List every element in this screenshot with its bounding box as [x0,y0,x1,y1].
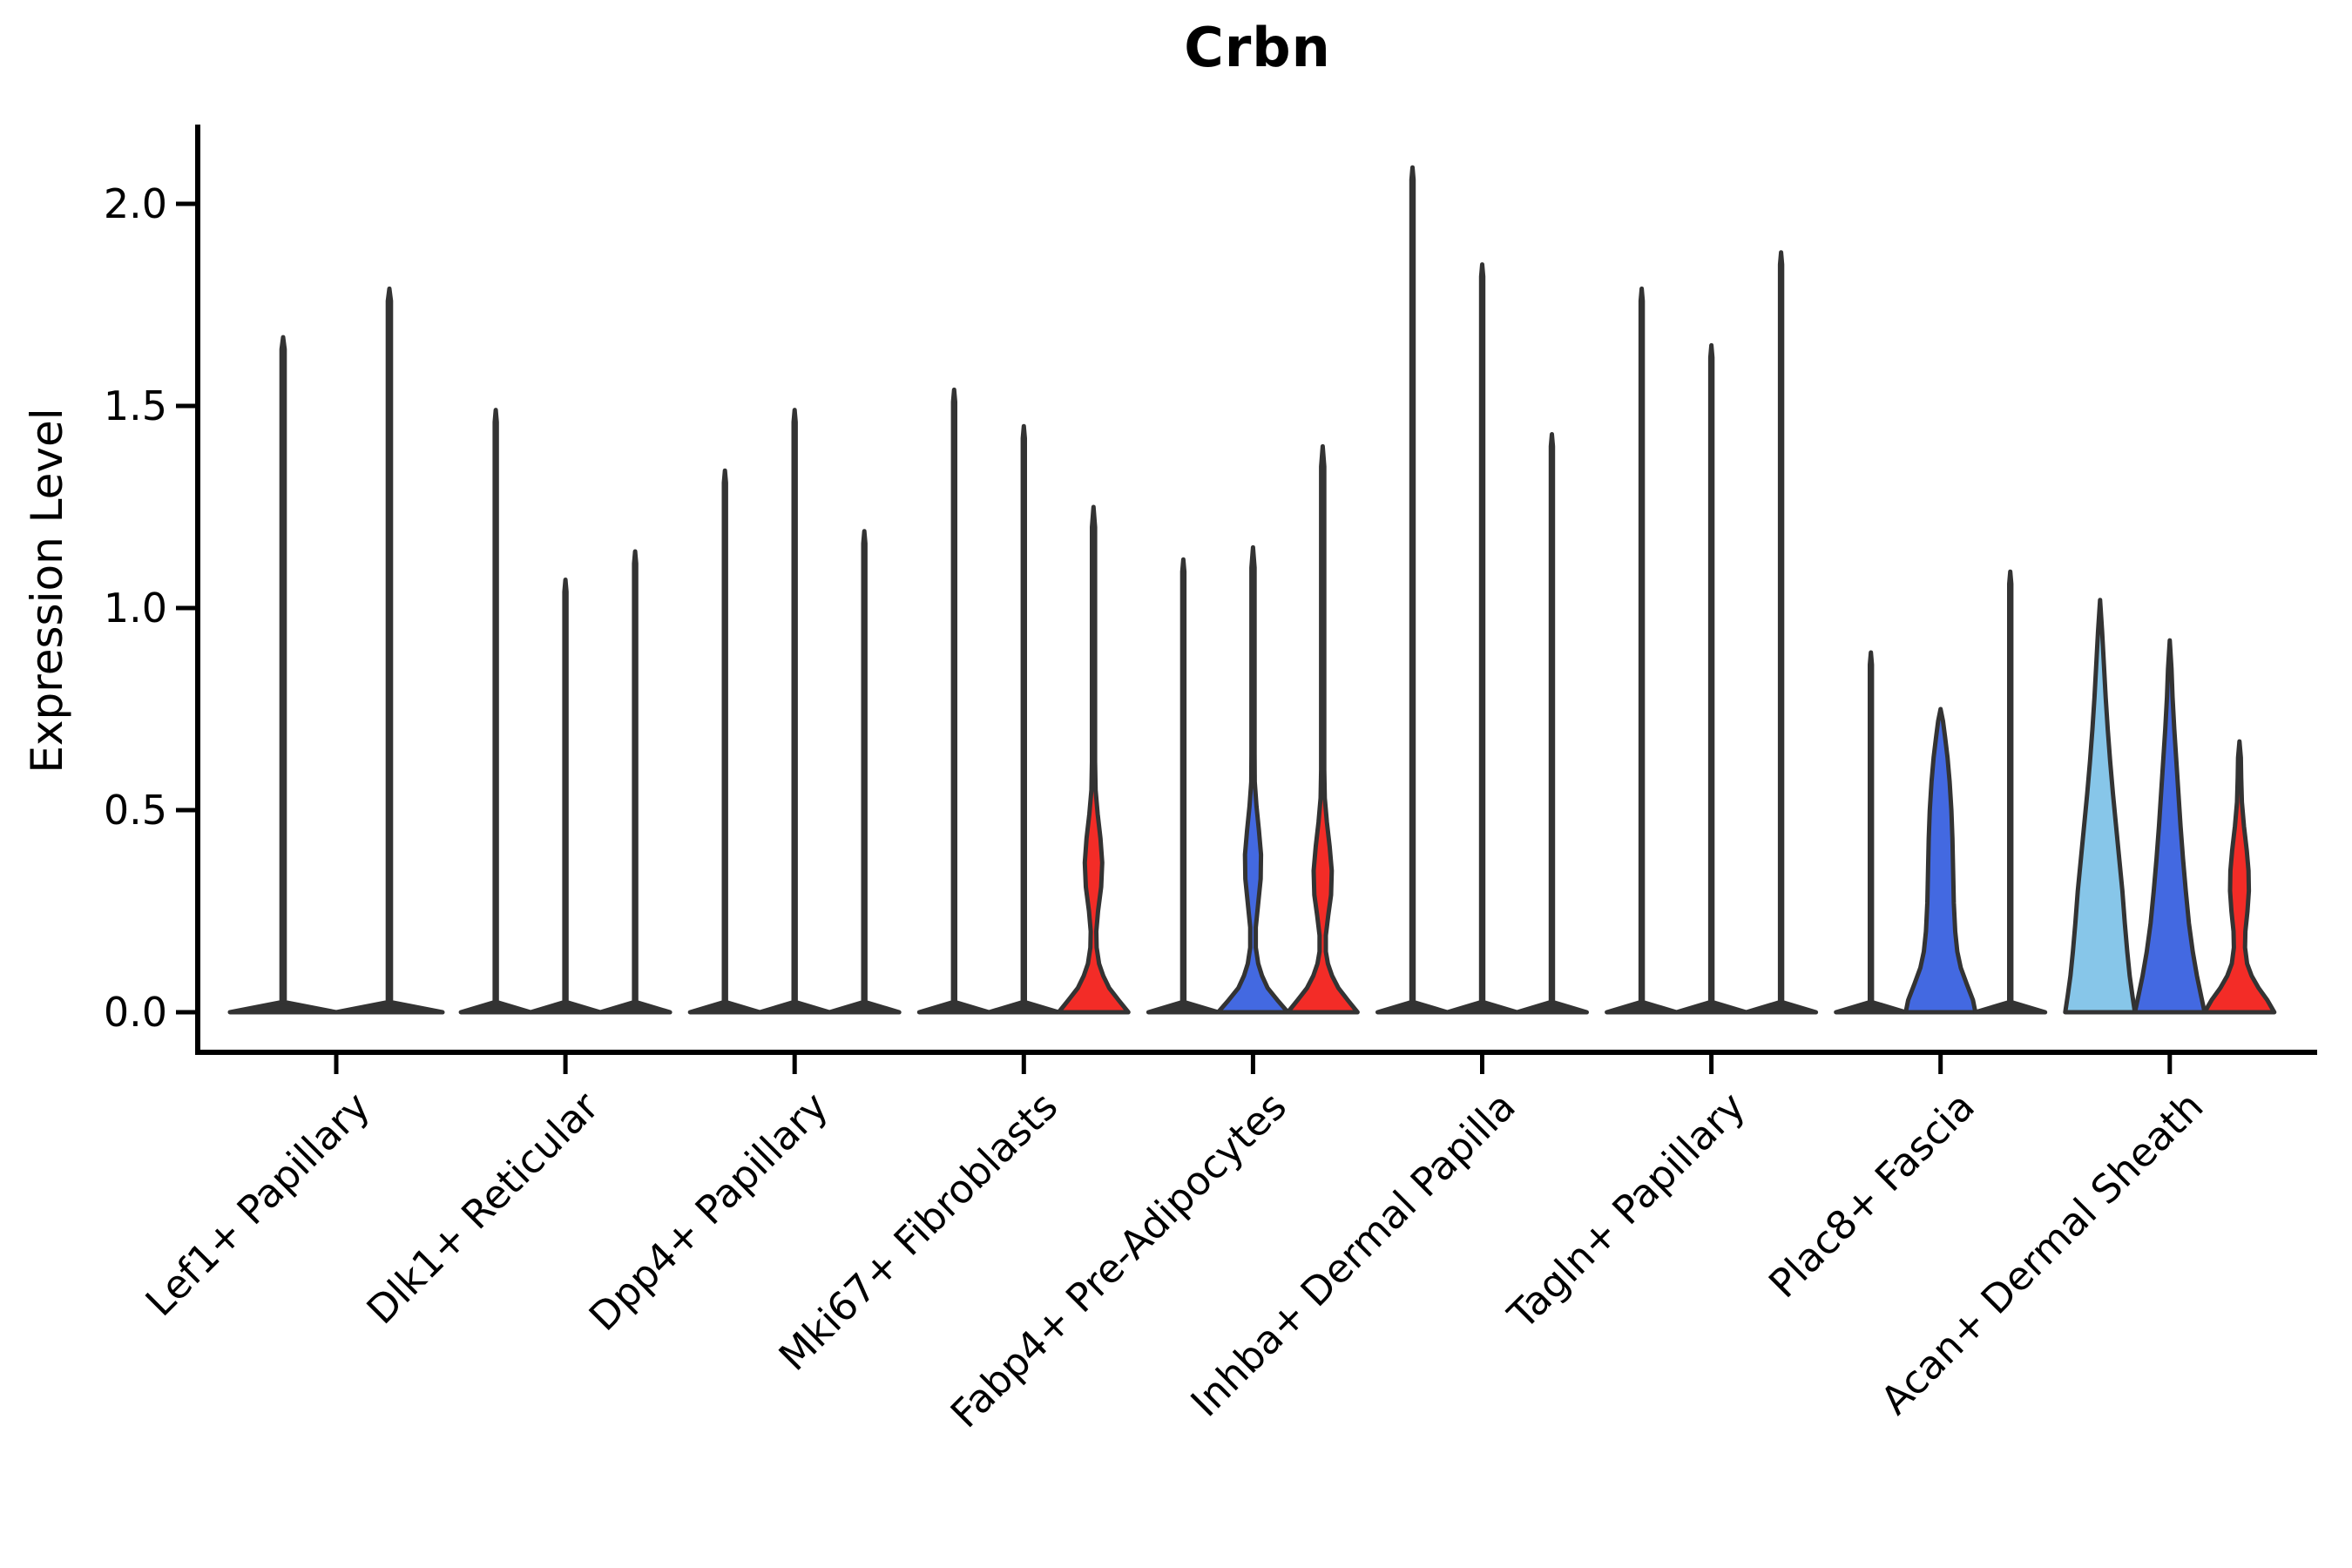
violin-group2-v1 [458,408,533,1015]
violin-group3-v2 [757,408,832,1015]
violin-group8-v1 [1834,650,1909,1015]
violin-group6-v2 [1445,262,1519,1015]
y-tick-label: 0.0 [103,989,167,1036]
violin-group9-v3 [2202,739,2277,1015]
violin-group1-v1 [227,335,339,1015]
violin-group2-v2 [528,578,603,1015]
violin-group5-v1 [1146,557,1220,1015]
violin-group7-v1 [1605,286,1680,1015]
violin-group5-v2 [1215,544,1290,1015]
plot-title: Crbn [1184,16,1331,79]
y-tick-label: 1.0 [103,585,167,632]
violin-group9-v2 [2132,638,2207,1015]
violin-group9-v1 [2063,598,2138,1015]
violin-group7-v2 [1674,342,1749,1015]
violin-group5-v3 [1285,443,1360,1015]
violin-group6-v1 [1375,165,1450,1015]
violin-group8-v3 [1973,569,2048,1015]
violin-group8-v2 [1903,706,1978,1015]
violin-group6-v3 [1515,432,1589,1015]
y-tick-label: 2.0 [103,180,167,227]
y-tick-label: 0.5 [103,787,167,834]
violin-group1-v2 [334,286,445,1015]
violin-group4-v1 [916,387,991,1015]
violin-group4-v2 [986,423,1061,1015]
violin-group4-v3 [1056,504,1131,1015]
violin-group2-v3 [598,549,672,1015]
y-tick-label: 1.5 [103,382,167,429]
violin-group3-v3 [827,529,902,1015]
violin-group3-v1 [687,468,762,1015]
violin-group7-v3 [1744,250,1819,1015]
